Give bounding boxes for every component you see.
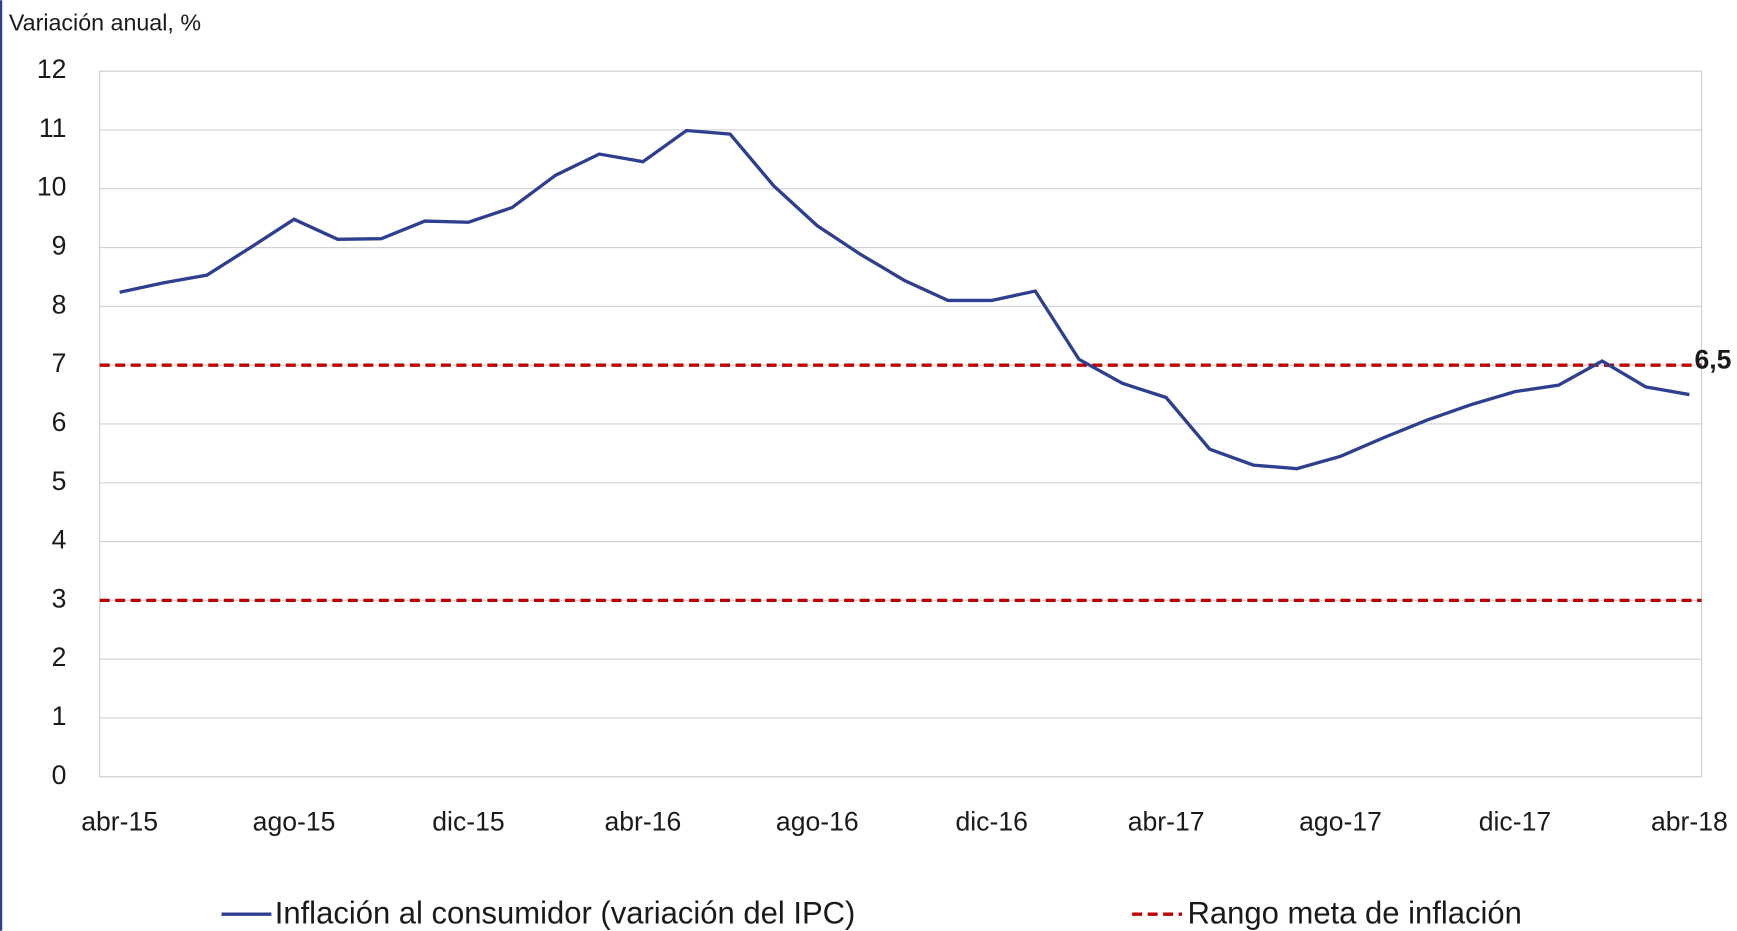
- y-tick-label: 5: [52, 466, 67, 496]
- x-tick-label: abr-15: [81, 806, 158, 836]
- y-tick-label: 8: [52, 289, 67, 319]
- y-tick-label: 4: [52, 525, 67, 555]
- x-tick-label: abr-17: [1128, 806, 1205, 836]
- y-tick-label: 1: [52, 701, 67, 731]
- legend-label: Rango meta de inflación: [1188, 895, 1522, 930]
- y-tick-label: 6: [52, 407, 67, 437]
- x-tick-label: ago-16: [776, 806, 859, 836]
- y-tick-label: 9: [52, 231, 67, 261]
- y-tick-label: 10: [37, 172, 67, 202]
- x-tick-label: dic-15: [432, 806, 504, 836]
- x-tick-label: abr-18: [1651, 806, 1728, 836]
- legend-label: Inflación al consumidor (variación del I…: [275, 895, 856, 930]
- y-axis-label: Variación anual, %: [9, 10, 201, 36]
- x-tick-label: ago-17: [1299, 806, 1382, 836]
- data-label: 6,5: [1695, 344, 1732, 374]
- y-tick-label: 0: [52, 760, 67, 790]
- series-line: [119, 128, 1690, 471]
- y-tick-label: 11: [39, 113, 67, 143]
- x-tick-label: abr-16: [604, 806, 681, 836]
- y-tick-label: 2: [52, 642, 67, 672]
- x-tick-label: dic-17: [1479, 806, 1551, 836]
- x-tick-label: ago-15: [253, 806, 336, 836]
- y-tick-label: 12: [37, 54, 67, 84]
- x-tick-label: dic-16: [956, 806, 1028, 836]
- y-tick-label: 3: [52, 583, 67, 613]
- y-tick-label: 7: [52, 348, 67, 378]
